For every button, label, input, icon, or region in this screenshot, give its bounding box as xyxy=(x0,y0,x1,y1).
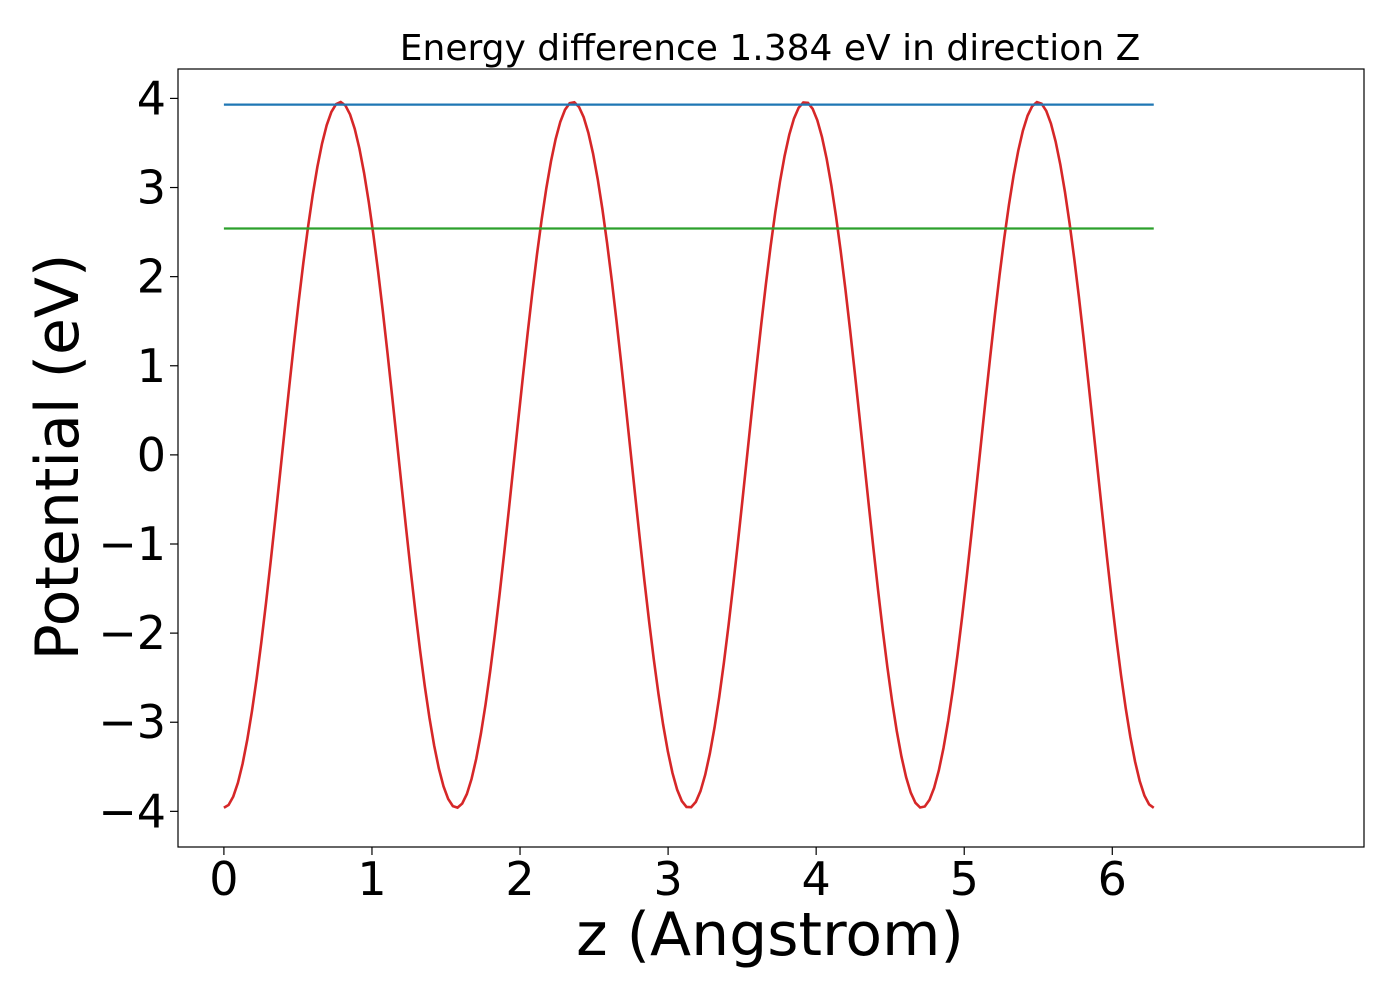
y-tick-label: −2 xyxy=(98,606,166,660)
y-tick-label: 3 xyxy=(137,161,166,215)
y-tick-label: −3 xyxy=(98,695,166,749)
plot-area xyxy=(223,100,1155,810)
x-tick-label: 3 xyxy=(653,852,682,906)
y-tick-label: 4 xyxy=(137,71,166,125)
x-tick-label: 4 xyxy=(802,852,831,906)
axes-frame xyxy=(177,68,1365,848)
y-tick-label: 2 xyxy=(137,250,166,304)
x-tick-label: 2 xyxy=(505,852,534,906)
potential-curve xyxy=(223,100,1155,810)
y-tick-label: −4 xyxy=(98,784,166,838)
x-axis: 0 1 2 3 4 5 6 xyxy=(209,847,1127,906)
chart-title: Energy difference 1.384 eV in direction … xyxy=(400,28,1141,69)
x-tick-label: 5 xyxy=(950,852,979,906)
y-tick-label: 1 xyxy=(137,339,166,393)
y-tick-label: −1 xyxy=(98,517,166,571)
x-axis-label: z (Angstrom) xyxy=(576,900,964,970)
x-tick-label: 0 xyxy=(209,852,238,906)
y-tick-label: 0 xyxy=(137,428,166,482)
x-tick-label: 6 xyxy=(1098,852,1127,906)
y-axis-label: Potential (eV) xyxy=(23,254,93,661)
x-tick-label: 1 xyxy=(357,852,386,906)
y-axis: −4 −3 −2 −1 0 1 2 3 4 xyxy=(98,71,178,838)
